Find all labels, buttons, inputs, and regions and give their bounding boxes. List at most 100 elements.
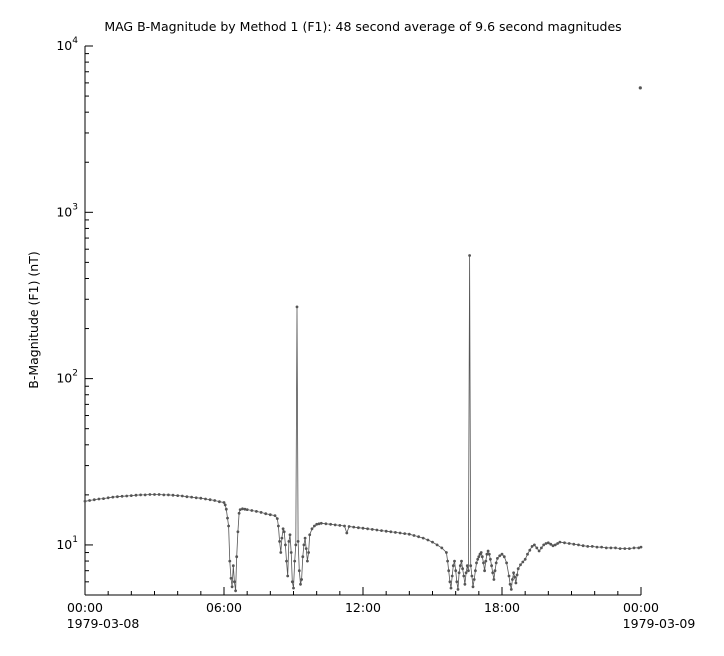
data-point bbox=[194, 496, 198, 500]
y-axis-label: B-Magnitude (F1) (nT) bbox=[26, 251, 41, 388]
data-point bbox=[243, 507, 247, 511]
data-point bbox=[496, 557, 499, 560]
data-point bbox=[153, 493, 156, 496]
data-point bbox=[487, 552, 491, 556]
data-point bbox=[234, 589, 238, 593]
data-point bbox=[533, 543, 536, 547]
data-point bbox=[421, 536, 425, 540]
data-point bbox=[469, 564, 473, 568]
data-point bbox=[505, 561, 508, 565]
data-point bbox=[303, 536, 307, 540]
data-point bbox=[288, 533, 292, 537]
data-point bbox=[102, 497, 105, 500]
data-point bbox=[511, 578, 514, 581]
data-point bbox=[218, 500, 221, 504]
data-point bbox=[546, 541, 550, 545]
data-point bbox=[190, 495, 194, 499]
data-point bbox=[301, 555, 305, 559]
data-point bbox=[493, 569, 497, 573]
data-point bbox=[490, 564, 493, 568]
data-point bbox=[148, 493, 152, 496]
data-point bbox=[306, 559, 309, 563]
data-point bbox=[226, 516, 229, 520]
data-point bbox=[319, 521, 323, 525]
data-point bbox=[544, 542, 548, 545]
data-point bbox=[515, 573, 519, 577]
data-point bbox=[134, 493, 138, 497]
data-point bbox=[317, 522, 321, 526]
data-point bbox=[462, 574, 466, 578]
data-point bbox=[125, 494, 129, 498]
data-point bbox=[468, 254, 471, 257]
data-point bbox=[380, 529, 383, 532]
data-point bbox=[614, 546, 617, 550]
data-point bbox=[238, 508, 242, 511]
data-point bbox=[628, 547, 631, 550]
y-tick-label: 104 bbox=[56, 36, 78, 53]
data-point bbox=[245, 508, 249, 511]
data-point bbox=[329, 522, 332, 526]
data-point bbox=[296, 540, 300, 543]
data-point bbox=[447, 569, 451, 573]
data-point bbox=[440, 546, 444, 550]
data-point bbox=[295, 305, 299, 309]
data-point bbox=[476, 557, 480, 561]
data-point bbox=[237, 511, 241, 515]
data-point bbox=[485, 552, 489, 556]
data-point bbox=[508, 582, 512, 586]
data-point bbox=[514, 581, 518, 585]
data-point bbox=[289, 551, 293, 554]
data-point bbox=[384, 529, 388, 533]
data-point bbox=[479, 551, 483, 554]
data-point bbox=[180, 494, 184, 498]
data-point bbox=[290, 580, 294, 584]
chart-title: MAG B-Magnitude by Method 1 (F1): 48 sec… bbox=[104, 19, 621, 34]
x-tick-label: 18:00 bbox=[484, 600, 520, 615]
data-point bbox=[292, 586, 295, 590]
data-point bbox=[315, 522, 319, 526]
data-point bbox=[293, 559, 297, 563]
data-point bbox=[491, 571, 495, 575]
data-point bbox=[213, 499, 217, 502]
data-point bbox=[268, 513, 272, 517]
data-point bbox=[255, 510, 258, 513]
data-point bbox=[609, 546, 613, 550]
data-point bbox=[417, 535, 420, 539]
data-point bbox=[604, 546, 608, 550]
data-point bbox=[542, 543, 546, 547]
data-point bbox=[412, 534, 416, 537]
data-point bbox=[581, 544, 585, 548]
data-point bbox=[313, 524, 316, 528]
data-point bbox=[458, 564, 462, 568]
data-point bbox=[241, 507, 244, 511]
data-point bbox=[286, 574, 290, 578]
data-point bbox=[230, 585, 234, 589]
data-series-line bbox=[84, 255, 642, 591]
data-point bbox=[480, 555, 484, 559]
data-point bbox=[297, 569, 301, 573]
data-point bbox=[507, 574, 511, 578]
data-point bbox=[304, 547, 308, 550]
data-point bbox=[484, 559, 488, 563]
data-point bbox=[224, 507, 228, 511]
data-point bbox=[139, 493, 143, 497]
data-point bbox=[475, 561, 478, 565]
data-point bbox=[463, 582, 467, 586]
data-point bbox=[426, 538, 430, 542]
data-point bbox=[143, 493, 147, 497]
data-point bbox=[516, 567, 520, 571]
data-point bbox=[389, 530, 393, 534]
data-point bbox=[483, 569, 486, 573]
data-point bbox=[347, 525, 351, 528]
data-point bbox=[537, 549, 541, 553]
data-point bbox=[167, 493, 170, 497]
outlier-point bbox=[638, 86, 642, 90]
data-point bbox=[162, 493, 166, 497]
data-point bbox=[204, 497, 207, 501]
data-point bbox=[88, 499, 91, 502]
x-tick-label: 06:00 bbox=[206, 600, 242, 615]
data-point bbox=[284, 543, 287, 547]
data-point bbox=[228, 559, 232, 563]
